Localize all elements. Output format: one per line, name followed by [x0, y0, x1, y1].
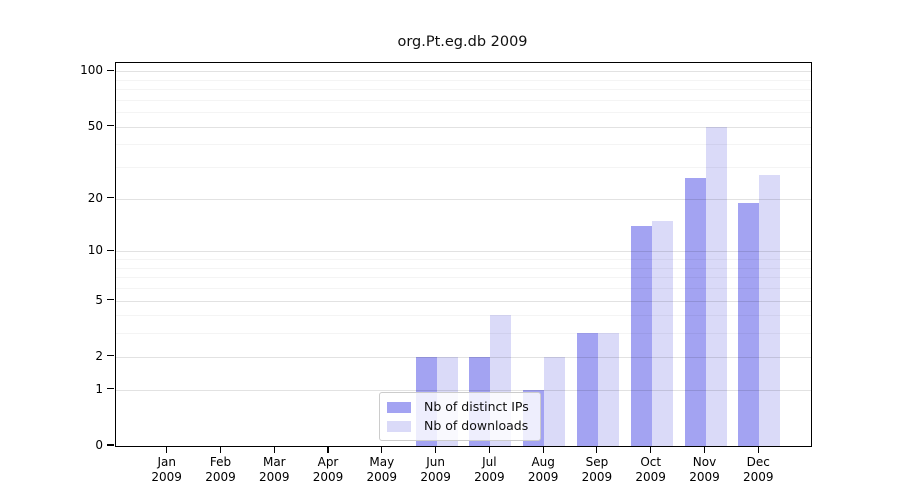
gridline-minor-80 [116, 89, 811, 91]
bar-oct-ips [630, 226, 652, 446]
y-tick-mark-2 [107, 355, 114, 357]
y-tick-mark-5 [107, 298, 114, 301]
x-axis-labels: Jan 2009 Feb 2009 Mar 2009 Apr 2009 May 2009 Jun 20… [115, 455, 810, 491]
bar-dec-downloads [759, 175, 781, 446]
bar-dec-ips [738, 202, 760, 446]
gridline-major-100 [116, 71, 811, 73]
x-tick-label-oct: Oct 2009 [635, 455, 666, 484]
x-tick-mark-may [381, 446, 383, 453]
x-tick-mark-jan [166, 446, 168, 453]
y-tick-label-20: 20 [87, 190, 103, 205]
y-tick-label-0: 0 [95, 438, 103, 452]
bar-oct-downloads [651, 220, 673, 446]
x-tick-mark-sep [596, 446, 598, 453]
x-tick-label-nov: Nov 2009 [689, 455, 720, 484]
x-tick-mark-mar [273, 446, 275, 453]
x-tick-label-jan: Jan 2009 [151, 455, 182, 484]
legend-swatch-downloads [387, 420, 411, 432]
plot-area: Nb of distinct IPs Nb of downloads [115, 62, 812, 447]
legend-label-downloads: Nb of downloads [424, 418, 529, 433]
bar-sep-downloads [597, 333, 619, 446]
y-tick-label-1: 1 [95, 381, 103, 396]
x-tick-label-mar: Mar 2009 [259, 455, 290, 484]
y-tick-mark-100 [107, 69, 114, 71]
y-tick-label-2: 2 [95, 348, 103, 363]
x-tick-label-jun: Jun 2009 [420, 455, 451, 484]
bar-nov-downloads [705, 126, 727, 446]
legend-row-distinct-ips: Nb of distinct IPs [387, 399, 529, 415]
bar-nov-ips [684, 178, 706, 446]
x-tick-mark-jul [488, 446, 490, 453]
x-axis-ticks [115, 446, 810, 454]
x-tick-mark-oct [650, 446, 652, 453]
legend-row-downloads: Nb of downloads [387, 418, 529, 434]
y-tick-label-5: 5 [95, 292, 103, 307]
y-tick-mark-0 [107, 444, 114, 446]
x-tick-label-apr: Apr 2009 [312, 455, 344, 484]
y-tick-label-10: 10 [87, 243, 103, 258]
chart-title: org.Pt.eg.db 2009 [397, 34, 528, 50]
x-tick-mark-nov [703, 446, 706, 453]
gridline-minor-90 [116, 79, 811, 81]
y-tick-mark-10 [107, 249, 114, 251]
y-axis-ticks [107, 62, 115, 446]
legend-label-distinct-ips: Nb of distinct IPs [424, 399, 529, 414]
legend: Nb of distinct IPs Nb of downloads [379, 392, 541, 441]
y-axis-labels: 0 1 2 5 10 20 50 100 [0, 62, 103, 452]
legend-swatch-distinct-ips [387, 401, 411, 413]
x-tick-mark-dec [757, 446, 759, 453]
x-tick-mark-apr [327, 446, 329, 453]
gridline-minor-60 [116, 112, 811, 114]
y-tick-mark-1 [107, 388, 114, 390]
x-tick-mark-jun [435, 446, 437, 453]
x-tick-label-feb: Feb 2009 [205, 455, 236, 484]
x-tick-mark-feb [219, 446, 222, 453]
y-tick-mark-50 [107, 125, 114, 127]
x-tick-label-sep: Sep 2009 [581, 455, 613, 484]
x-tick-mark-aug [542, 446, 544, 453]
gridline-minor-70 [116, 99, 811, 101]
x-tick-label-may: May 2009 [366, 455, 398, 484]
bar-aug-downloads [544, 356, 566, 446]
y-tick-label-100: 100 [80, 63, 103, 78]
bar-sep-ips [576, 333, 598, 446]
y-tick-mark-20 [107, 197, 114, 199]
x-tick-label-dec: Dec 2009 [743, 455, 774, 484]
x-tick-label-aug: Aug 2009 [527, 455, 559, 484]
y-tick-label-50: 50 [87, 118, 103, 133]
x-tick-label-jul: Jul 2009 [474, 455, 505, 484]
